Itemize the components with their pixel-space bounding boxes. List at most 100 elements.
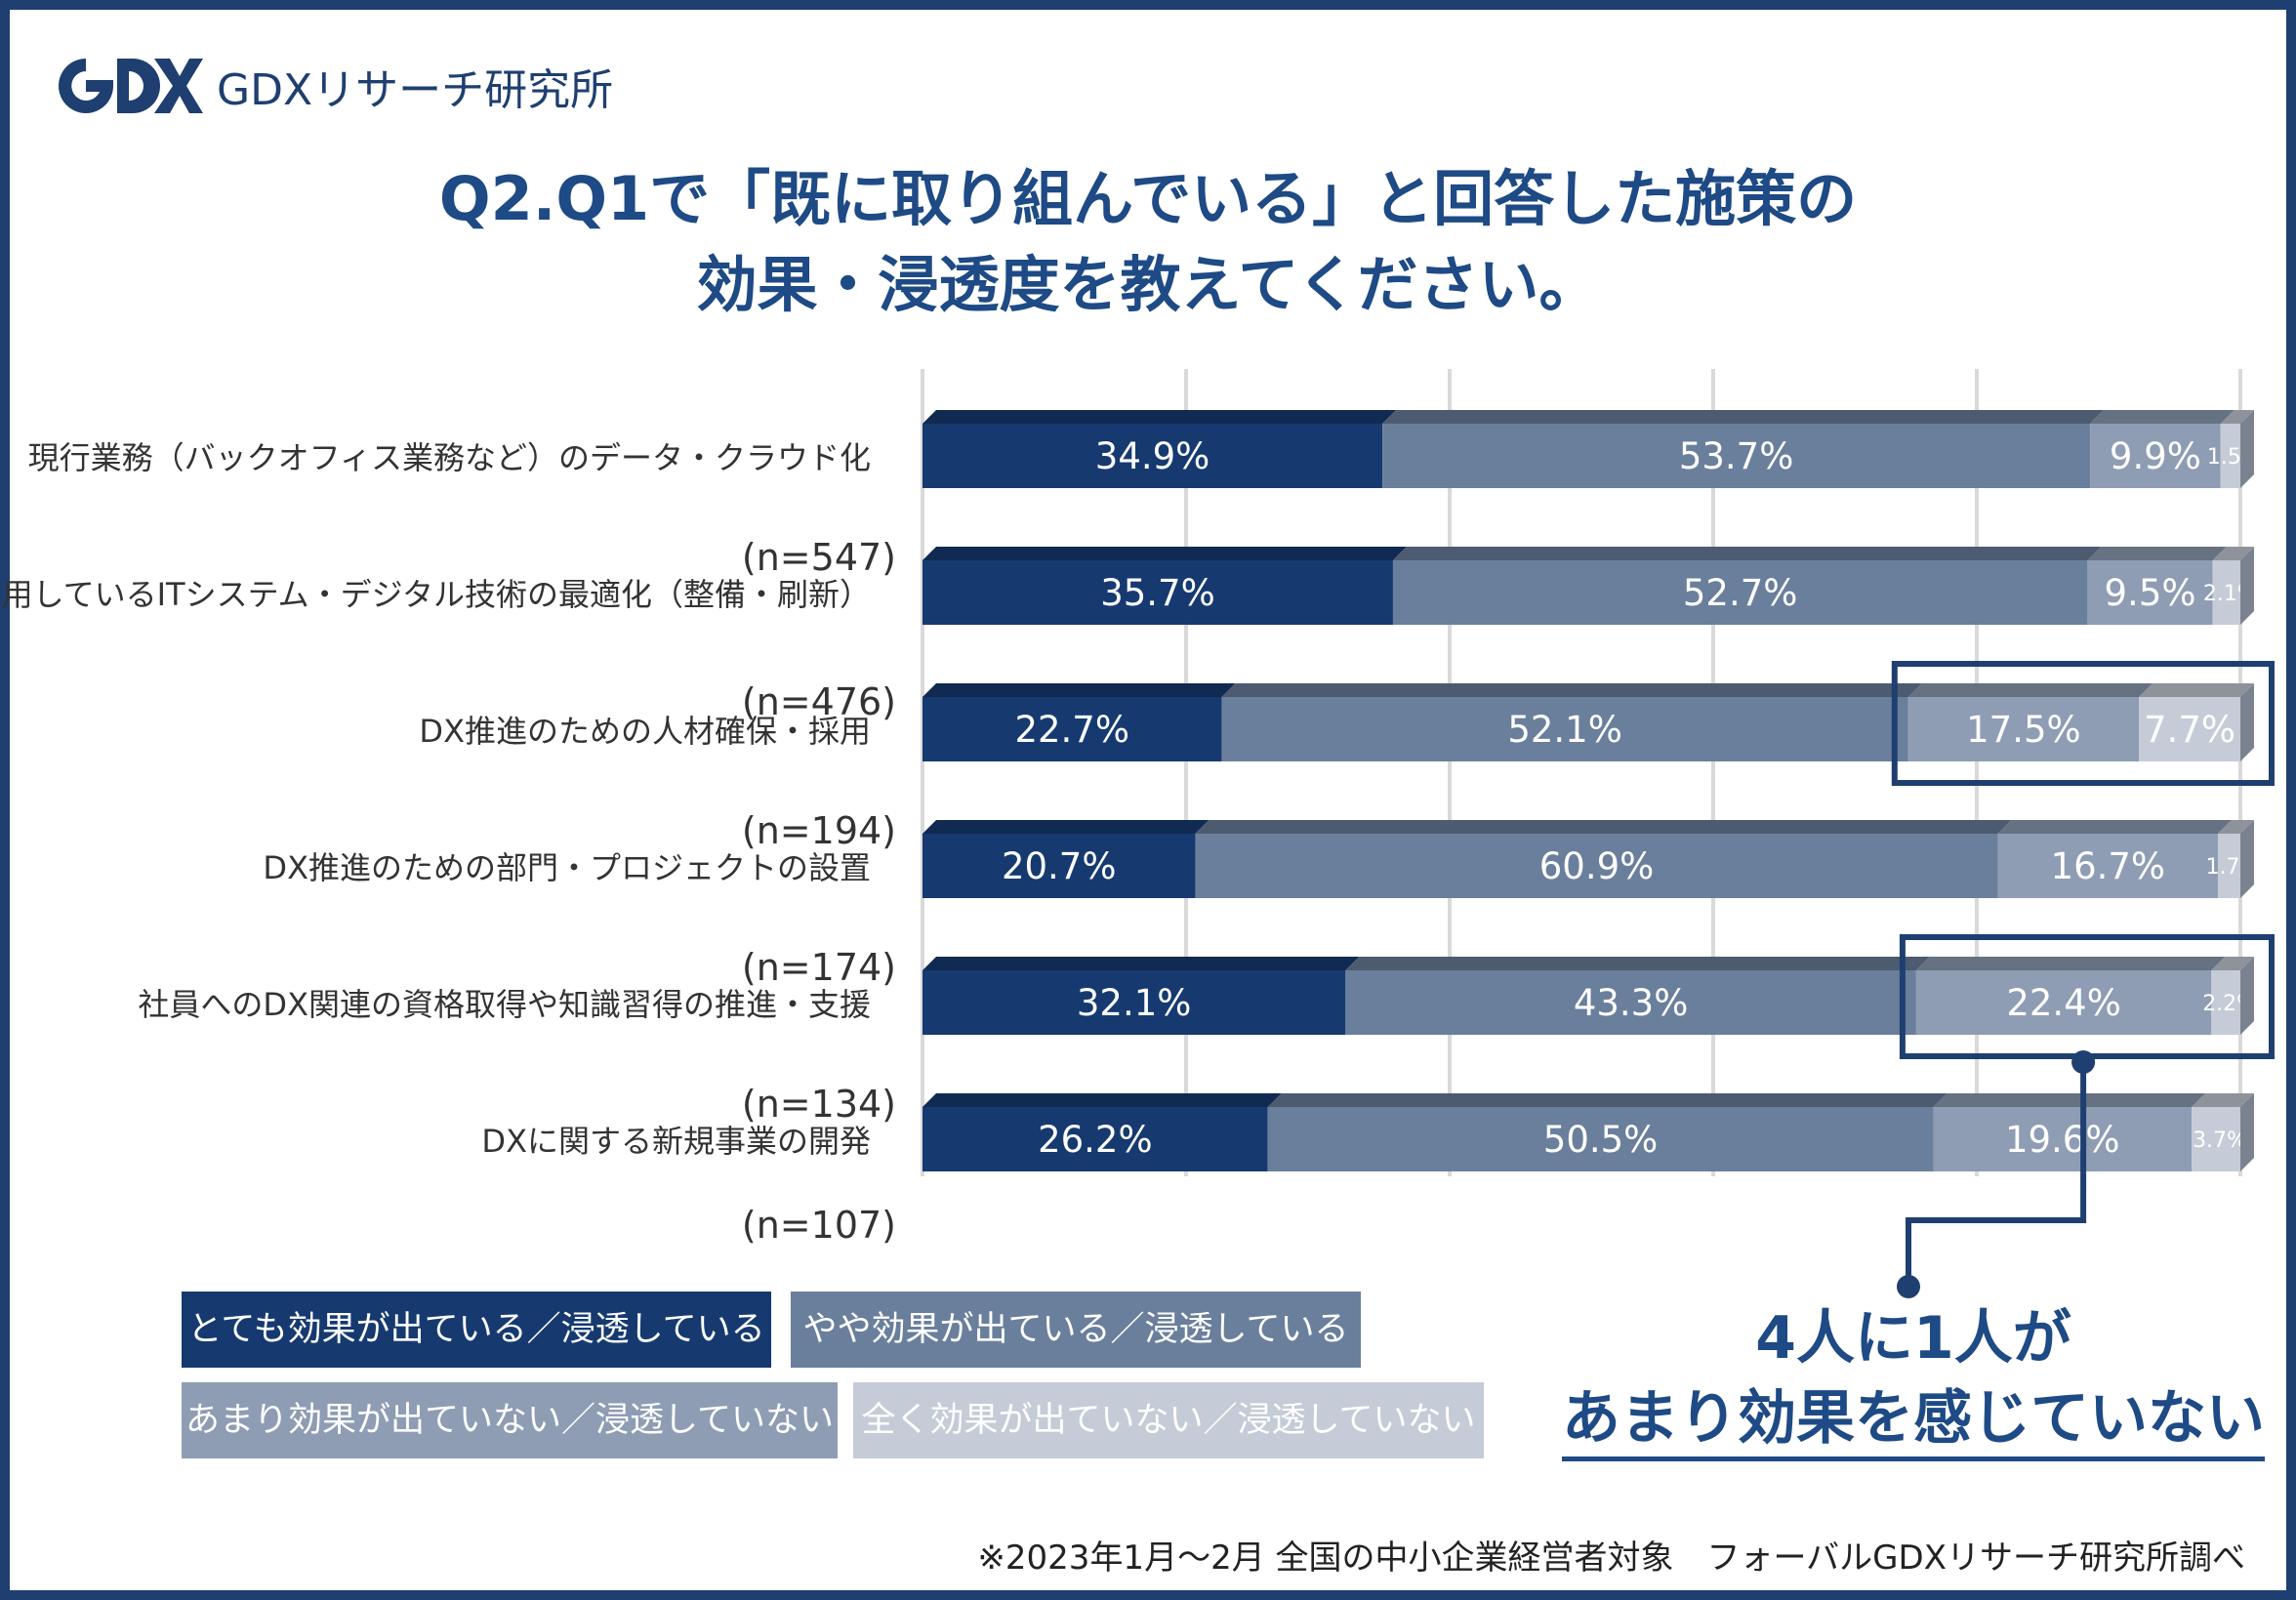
- bar-top-face: [1267, 1093, 1948, 1107]
- bar-rect: [1221, 697, 1908, 761]
- callout-line-2: あまり効果を感じていない: [1562, 1380, 2265, 1461]
- bar-rect: [922, 834, 1196, 898]
- bar-value-label: 26.2%: [1038, 1119, 1153, 1161]
- bar-value-label: 20.7%: [1002, 845, 1117, 887]
- bar-side-face: [2240, 410, 2254, 488]
- bar-top-face: [2218, 820, 2254, 834]
- gdx-logo-icon: [59, 59, 203, 113]
- category-label: DX推進のための部門・プロジェクトの設置: [263, 849, 871, 886]
- category-label: 利用しているITシステム・デジタル技術の最適化（整備・刷新）: [0, 576, 871, 613]
- bar-rect: [922, 560, 1393, 625]
- bar-rect: [1267, 1107, 1934, 1171]
- bar-top-face: [1345, 957, 1930, 970]
- bar-value-label: 52.1%: [1507, 709, 1622, 751]
- bar-value-label: 43.3%: [1574, 982, 1689, 1024]
- bar-rect: [922, 1107, 1268, 1171]
- legend-item: あまり効果が出ていない／浸透していない: [182, 1382, 838, 1458]
- bar-rect: [2212, 560, 2240, 625]
- bar-rect: [1382, 424, 2091, 488]
- bar-value-label: 7.7%: [2144, 709, 2235, 751]
- bar-segment: 22.4%: [1915, 957, 2226, 1035]
- bar-value-label: 16.7%: [2051, 845, 2166, 887]
- bar-rect: [2218, 834, 2240, 898]
- bar-rect: [1195, 834, 1998, 898]
- bar-top-face: [2090, 410, 2234, 424]
- bar-value-label: 35.7%: [1100, 572, 1215, 614]
- bar-top-face: [1997, 820, 2233, 834]
- bar-segment: 19.6%: [1933, 1093, 2206, 1171]
- bar-value-label: 60.9%: [1539, 845, 1655, 887]
- bar-value-label: 53.7%: [1679, 435, 1794, 477]
- legend-item: やや効果が出ている／浸透している: [791, 1292, 1361, 1368]
- bar-value-label: 9.5%: [2105, 572, 2196, 614]
- bar-top-face: [1933, 1093, 2206, 1107]
- brand-logo: GDXリサーチ研究所: [57, 47, 613, 125]
- callout-dot-bottom: [1897, 1275, 1920, 1298]
- bar-top-face: [922, 957, 1360, 970]
- bar-rect: [2090, 424, 2221, 488]
- bars: 34.9% 53.7% 9.9% 1.5%35.7% 52.7% 9.5% 2.1%22.7…: [922, 410, 2262, 1171]
- bar-segment: 60.9%: [1195, 820, 2012, 898]
- bar-side-face: [2240, 820, 2254, 898]
- bar-rect: [2139, 697, 2240, 761]
- bar-rect: [1915, 970, 2212, 1035]
- bar-segment: 52.7%: [1392, 547, 2102, 625]
- bar-value-label: 9.9%: [2110, 435, 2201, 477]
- bar-top-face: [922, 410, 1397, 424]
- category-label: DX推進のための人材確保・採用: [419, 713, 871, 750]
- bar-top-face: [922, 547, 1407, 560]
- bar-top-face: [922, 1093, 1282, 1107]
- source-note: ※2023年1月～2月 全国の中小企業経営者対象 フォーバルGDXリサーチ研究所…: [977, 1538, 2245, 1578]
- bar-value-label: 52.7%: [1683, 572, 1798, 614]
- bar-rect: [2220, 424, 2240, 488]
- bar-side-face: [2240, 957, 2254, 1035]
- bar-rect: [922, 697, 1222, 761]
- bar-top-face: [1195, 820, 2012, 834]
- bar-rect: [922, 970, 1346, 1035]
- bar-rect: [922, 424, 1383, 488]
- bar-top-face: [1915, 957, 2226, 970]
- bar-top-face: [2212, 547, 2254, 560]
- bar-value-label: 50.5%: [1543, 1119, 1659, 1161]
- bar-top-face: [1907, 683, 2153, 697]
- bar-segment: 3.7%: [2192, 1093, 2254, 1171]
- bar-rect: [1997, 834, 2219, 898]
- category-label: 現行業務（バックオフィス業務など）のデータ・クラウド化: [28, 439, 871, 476]
- bar-value-label: 3.7%: [2193, 1128, 2247, 1153]
- bar-side-face: [2240, 1093, 2254, 1171]
- bar-top-face: [922, 683, 1236, 697]
- bar-side-face: [2240, 547, 2254, 625]
- bar-value-label: 19.6%: [2005, 1119, 2120, 1161]
- bar-top-face: [2220, 410, 2254, 424]
- bar-segment: 1.5%: [2207, 410, 2262, 488]
- category-label: DXに関する新規事業の開発: [481, 1123, 871, 1160]
- bar-segment: 32.1%: [922, 957, 1360, 1035]
- bar-top-face: [2087, 547, 2227, 560]
- bar-top-face: [1392, 547, 2102, 560]
- bar-segment: 43.3%: [1345, 957, 1930, 1035]
- callout-line-1: 4人に1人が: [1755, 1304, 2071, 1373]
- bar-top-face: [2192, 1093, 2254, 1107]
- category-label: 社員へのDX関連の資格取得や知識習得の推進・支援: [138, 986, 871, 1023]
- bar-side-face: [2240, 683, 2254, 761]
- bar-top-face: [922, 820, 1210, 834]
- bar-top-face: [2139, 683, 2254, 697]
- category-n-label: (n=107): [742, 1204, 896, 1247]
- category-n-label: (n=134): [742, 1083, 896, 1126]
- bar-segment: 53.7%: [1382, 410, 2105, 488]
- bar-top-face: [1382, 410, 2105, 424]
- bar-segment: 52.1%: [1221, 683, 1922, 761]
- title-line-1: Q2.Q1で「既に取り組んでいる」と回答した施策の: [438, 163, 1858, 234]
- bar-rect: [1392, 560, 2088, 625]
- bar-segment: 9.5%: [2087, 547, 2227, 625]
- highlight-box: [1891, 661, 2276, 786]
- title-line-2: 効果・浸透度を教えてください。: [696, 249, 1600, 320]
- bar-value-label: 34.9%: [1095, 435, 1210, 477]
- bar-rect: [1907, 697, 2140, 761]
- bar-value-label: 22.4%: [2006, 982, 2121, 1024]
- bar-rect: [2087, 560, 2213, 625]
- grid-lines: [921, 369, 2242, 1176]
- brand-name: GDXリサーチ研究所: [217, 65, 614, 115]
